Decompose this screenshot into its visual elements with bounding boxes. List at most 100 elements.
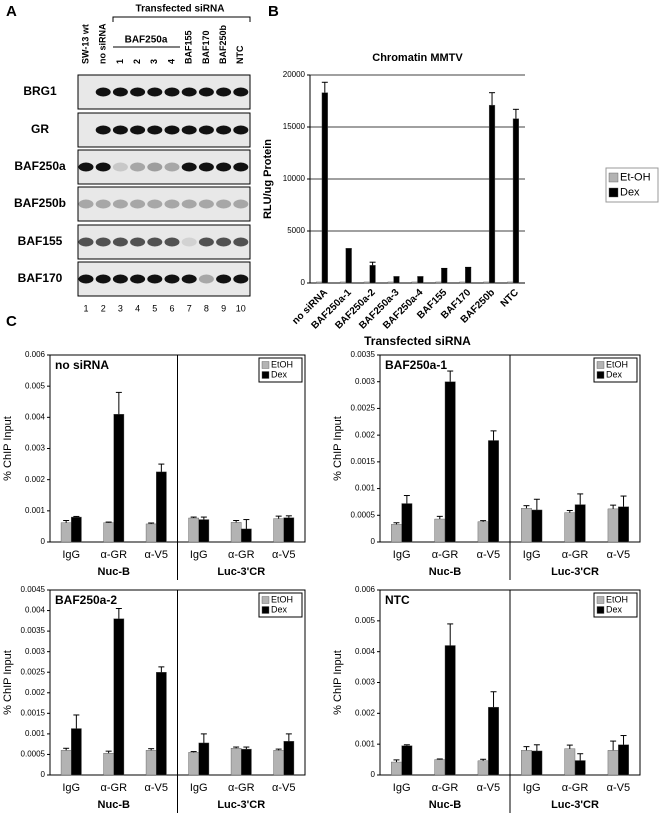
error-bar bbox=[285, 515, 292, 518]
bar bbox=[488, 104, 496, 284]
x-tick-label: α-GR bbox=[432, 549, 459, 561]
error-bar bbox=[63, 747, 70, 751]
y-tick-label: 0 bbox=[371, 537, 376, 546]
lane-number: 2 bbox=[101, 303, 106, 313]
error-bar bbox=[447, 623, 454, 646]
x-tick-label: α-V5 bbox=[145, 782, 168, 794]
band bbox=[78, 199, 94, 209]
bar bbox=[531, 509, 543, 543]
bar bbox=[321, 92, 328, 284]
row-label: BAF250b bbox=[14, 196, 66, 210]
bracket bbox=[112, 16, 251, 22]
x-tick-label: IgG bbox=[523, 782, 541, 794]
error-bar bbox=[403, 495, 410, 504]
bar bbox=[198, 519, 210, 543]
legend-swatch bbox=[596, 596, 605, 604]
bar bbox=[488, 706, 499, 776]
x-tick-label: NTC bbox=[499, 287, 521, 309]
lane-number: 3 bbox=[118, 303, 123, 313]
bar bbox=[435, 281, 442, 284]
error-bar bbox=[275, 515, 282, 519]
y-tick-label: 0.0025 bbox=[351, 404, 376, 413]
band bbox=[130, 162, 146, 172]
bar bbox=[507, 281, 514, 284]
band bbox=[181, 125, 197, 135]
y-tick-label: 0.0045 bbox=[21, 585, 46, 594]
bar bbox=[369, 265, 376, 284]
error-bar bbox=[577, 493, 584, 505]
error-bar bbox=[480, 758, 487, 761]
bar bbox=[273, 750, 284, 776]
band bbox=[79, 88, 94, 97]
x-tick-label: α-GR bbox=[228, 549, 255, 561]
y-tick-label: 0.003 bbox=[355, 678, 376, 687]
error-bar bbox=[523, 505, 530, 509]
lane-number: 7 bbox=[187, 303, 192, 313]
y-tick-label: 0.004 bbox=[25, 412, 46, 421]
row-label: BRG1 bbox=[23, 84, 57, 98]
error-bar bbox=[233, 746, 240, 749]
x-axis-label: Transfected siRNA bbox=[364, 334, 471, 348]
bar bbox=[521, 508, 532, 543]
band bbox=[198, 199, 214, 209]
bar bbox=[316, 281, 323, 284]
band bbox=[164, 274, 180, 284]
lane-label: 3 bbox=[149, 59, 159, 64]
x-tick-label: α-V5 bbox=[272, 549, 295, 561]
bar bbox=[156, 471, 167, 543]
bar bbox=[103, 753, 114, 776]
row-label: BAF155 bbox=[18, 234, 63, 248]
band bbox=[164, 162, 180, 172]
group-label: Nuc-B bbox=[429, 566, 461, 578]
band bbox=[216, 162, 232, 172]
bar bbox=[401, 503, 413, 543]
x-tick-label: IgG bbox=[62, 549, 80, 561]
error-bar bbox=[393, 759, 400, 763]
lane-label: 4 bbox=[166, 59, 176, 64]
bar bbox=[434, 759, 446, 776]
error-bar bbox=[148, 748, 155, 751]
bar bbox=[363, 281, 370, 284]
legend-swatch bbox=[261, 361, 270, 369]
error-bar bbox=[480, 520, 487, 522]
lane-label: BAF250b bbox=[218, 24, 228, 64]
legend-label: EtOH bbox=[271, 359, 293, 369]
y-tick-label: 0.001 bbox=[25, 506, 46, 515]
x-tick-label: α-GR bbox=[562, 782, 589, 794]
error-bar bbox=[73, 714, 80, 729]
bar bbox=[521, 750, 532, 776]
bar bbox=[618, 744, 629, 776]
legend-label: EtOH bbox=[606, 359, 628, 369]
y-tick-label: 0 bbox=[41, 770, 46, 779]
lane-label: BAF155 bbox=[184, 30, 194, 64]
y-tick-label: 5000 bbox=[287, 226, 305, 235]
y-tick-label: 0 bbox=[41, 537, 46, 546]
error-bar bbox=[620, 735, 627, 745]
group-label: Luc-3'CR bbox=[551, 566, 599, 578]
bar bbox=[434, 518, 446, 543]
band bbox=[164, 87, 180, 97]
band bbox=[147, 87, 163, 97]
bar bbox=[230, 748, 242, 776]
y-tick-label: 0.006 bbox=[25, 350, 46, 359]
group-label: Luc-3'CR bbox=[217, 566, 265, 578]
bar bbox=[241, 528, 252, 543]
error-bar bbox=[403, 744, 410, 746]
y-axis-label: % ChIP Input bbox=[2, 650, 14, 715]
x-tick-label: α-V5 bbox=[145, 549, 168, 561]
bar bbox=[387, 281, 394, 284]
band bbox=[78, 162, 94, 172]
bar bbox=[145, 523, 157, 543]
legend-swatch bbox=[596, 361, 605, 369]
chart-title: Chromatin MMTV bbox=[372, 52, 463, 64]
band bbox=[112, 237, 128, 247]
error-bar bbox=[369, 261, 376, 266]
band bbox=[112, 87, 128, 97]
bar bbox=[411, 281, 418, 284]
band bbox=[233, 162, 249, 172]
legend-label: Et-OH bbox=[620, 171, 651, 183]
lane-number: 8 bbox=[204, 303, 209, 313]
y-tick-label: 0.001 bbox=[25, 729, 46, 738]
y-axis-label: RLU/ug Protein bbox=[262, 139, 274, 219]
bar bbox=[401, 745, 413, 776]
